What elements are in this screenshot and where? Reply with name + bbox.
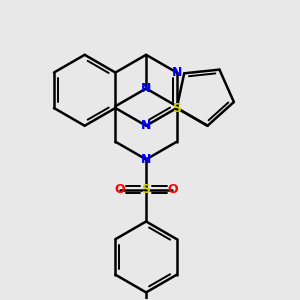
Text: O: O xyxy=(115,183,125,196)
Text: O: O xyxy=(167,183,178,196)
Text: S: S xyxy=(142,183,151,196)
Text: N: N xyxy=(172,66,182,79)
Text: N: N xyxy=(141,153,151,166)
Text: N: N xyxy=(141,82,151,95)
Text: S: S xyxy=(172,101,181,115)
Text: N: N xyxy=(141,119,151,132)
